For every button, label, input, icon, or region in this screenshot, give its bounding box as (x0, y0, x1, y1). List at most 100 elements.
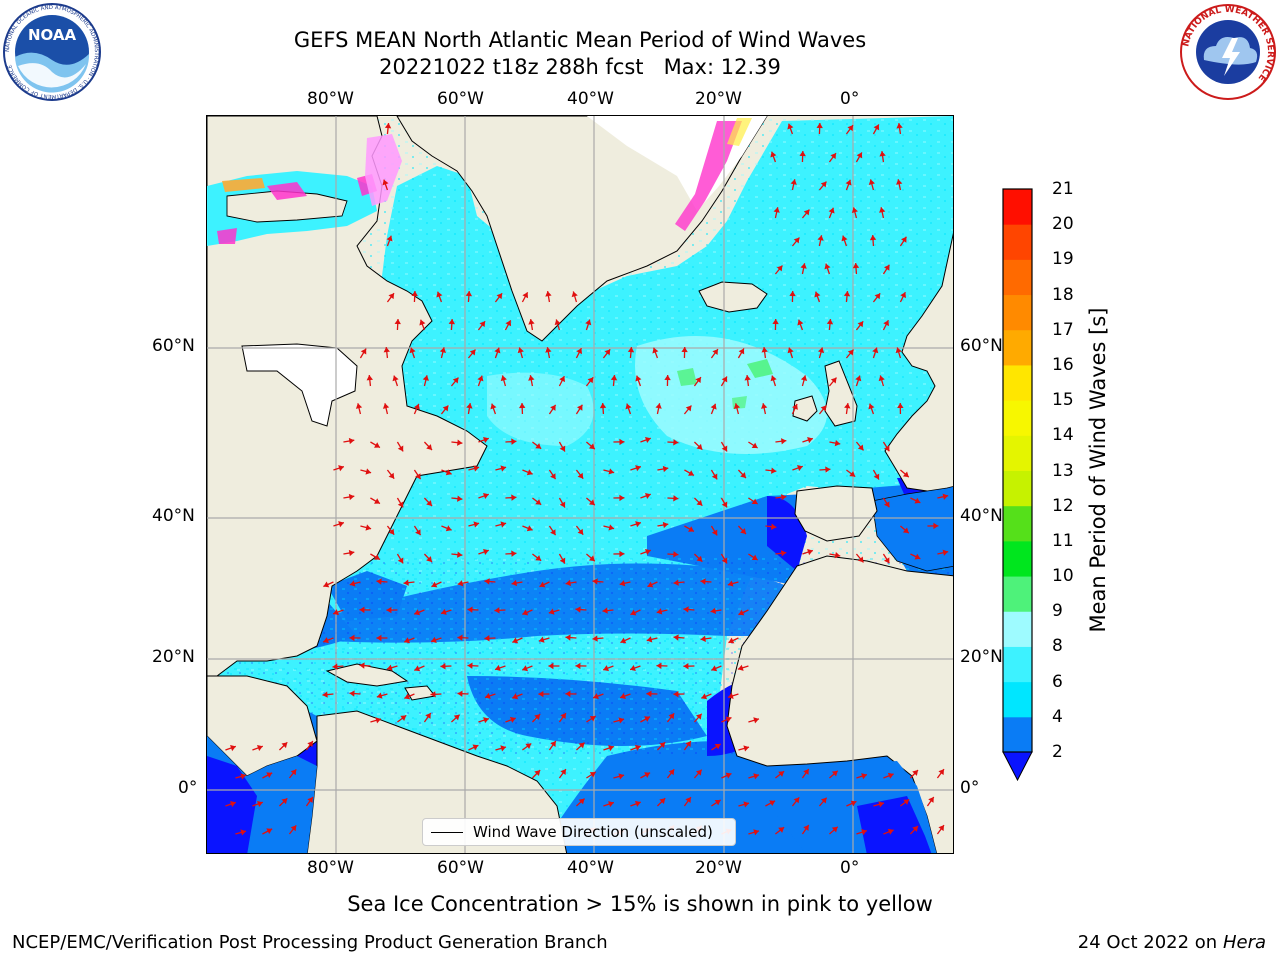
wave-arrow-head (376, 634, 382, 642)
wave-arrow-head (465, 291, 473, 297)
footer-credit: NCEP/EMC/Verification Post Processing Pr… (12, 932, 608, 953)
wave-arrow-head (656, 662, 662, 669)
wave-arrow-head (414, 665, 421, 672)
noaa-logo: NOAA NATIONAL OCEANIC AND ATMOSPHERIC AD… (3, 3, 101, 101)
wave-arrow-head (857, 444, 864, 451)
wave-arrow-head (688, 526, 694, 532)
colorbar-band (1003, 400, 1032, 436)
wave-arrow-head (528, 319, 535, 325)
wave-arrow-head (483, 548, 489, 555)
wave-arrow-head (883, 264, 890, 271)
wave-arrow-head (780, 550, 787, 557)
wave-arrow-head (770, 375, 777, 382)
wave-arrow-head (634, 800, 641, 807)
wave-arrow-head (912, 770, 918, 776)
wave-arrow-head (559, 445, 566, 452)
wave-arrow-head (659, 742, 666, 749)
wave-arrow-head (578, 742, 585, 749)
wave-arrow-head (585, 319, 592, 326)
wave-arrow-head (469, 349, 476, 356)
wave-arrow-head (473, 465, 480, 472)
wave-arrow-head (359, 606, 365, 614)
wave-arrow-head (388, 472, 395, 479)
land-iceland (698, 281, 768, 313)
wave-patch-green-1 (747, 359, 773, 378)
wave-arrow-head (575, 662, 581, 670)
wave-arrow-head (290, 769, 297, 776)
legend-line-swatch (431, 832, 463, 833)
wave-arrow-head (517, 347, 524, 354)
wave-arrow-head (599, 403, 607, 409)
wave-arrow-head (868, 179, 875, 186)
colorbar-tick-label: 15 (1052, 390, 1074, 411)
wave-arrow-head (630, 664, 636, 672)
wave-arrow-head (685, 405, 692, 412)
wave-arrow-head (700, 578, 706, 585)
wave-arrow-head (662, 465, 669, 473)
wave-arrow-head (426, 500, 432, 506)
wave-arrow-head (710, 403, 717, 410)
wave-arrow-head (281, 742, 288, 749)
wave-arrow-head (472, 744, 479, 751)
wave-arrow-head (792, 404, 798, 410)
wave-arrow-head (656, 608, 663, 615)
wave-arrow-head (365, 468, 372, 475)
wave-arrow-head (535, 499, 542, 505)
colorbar-tick-label: 11 (1052, 530, 1074, 551)
wave-arrow-head (778, 771, 785, 777)
wave-arrow-head (861, 773, 867, 780)
wave-arrow-head (439, 347, 446, 353)
wave-arrow-head (589, 772, 596, 778)
wave-arrow-head (604, 349, 611, 356)
colorbar-tick-label: 9 (1052, 601, 1063, 622)
colorbar-band (1003, 294, 1032, 331)
wave-arrow-head (394, 319, 401, 325)
wave-arrow-head (593, 693, 599, 700)
wave-arrow-head (384, 123, 392, 129)
wave-arrow-head (896, 179, 903, 185)
wave-arrow-head (522, 609, 529, 616)
wave-arrow-head (592, 635, 598, 642)
wave-arrow-head (721, 376, 728, 383)
wave-arrow-head (445, 469, 452, 476)
wave-arrow-head (646, 636, 653, 643)
wave-arrow-head (824, 263, 831, 270)
colorbar-band (1003, 364, 1032, 401)
colorbar-band (1003, 224, 1032, 260)
wave-arrow-head (445, 525, 452, 532)
wave-arrow-head (565, 634, 571, 641)
wave-arrow-head (883, 557, 890, 564)
map-canvas (207, 116, 953, 853)
wave-arrow-head (473, 521, 480, 528)
wave-arrow-head (388, 293, 395, 300)
wave-arrow-head (753, 717, 759, 724)
wave-arrow-head (831, 770, 838, 777)
wave-arrow-head (608, 468, 615, 475)
wave-arrow-head (938, 825, 944, 832)
wave-arrow-head (807, 437, 813, 444)
wave-arrow-head (374, 498, 380, 504)
wave-arrow-head (348, 437, 355, 445)
wave-arrow-head (366, 375, 373, 381)
wave-arrow-head (673, 551, 679, 558)
wave-arrow-head (721, 501, 728, 508)
wave-arrow-head (710, 607, 716, 615)
colorbar-under-triangle (1002, 751, 1033, 782)
wave-patch-green-2 (677, 368, 697, 386)
colorbar-tick-label: 21 (1052, 179, 1074, 199)
wave-arrow-head (376, 692, 383, 699)
wave-arrow-head (526, 469, 533, 476)
wave-arrow-head (655, 403, 662, 409)
wave-arrow-head (644, 492, 651, 499)
wave-arrow-head (695, 769, 702, 776)
wave-arrow-head (388, 528, 395, 535)
wave-arrow-head (834, 551, 841, 559)
wave-arrow-head (797, 464, 803, 472)
wave-arrow-head (500, 465, 507, 472)
wave-arrow-head (685, 797, 691, 804)
wave-arrow-head (457, 439, 463, 446)
wave-arrow-head (630, 609, 637, 616)
wave-arrow-head (479, 321, 486, 328)
wave-arrow-head (349, 634, 355, 642)
wave-arrow-head (397, 557, 404, 564)
